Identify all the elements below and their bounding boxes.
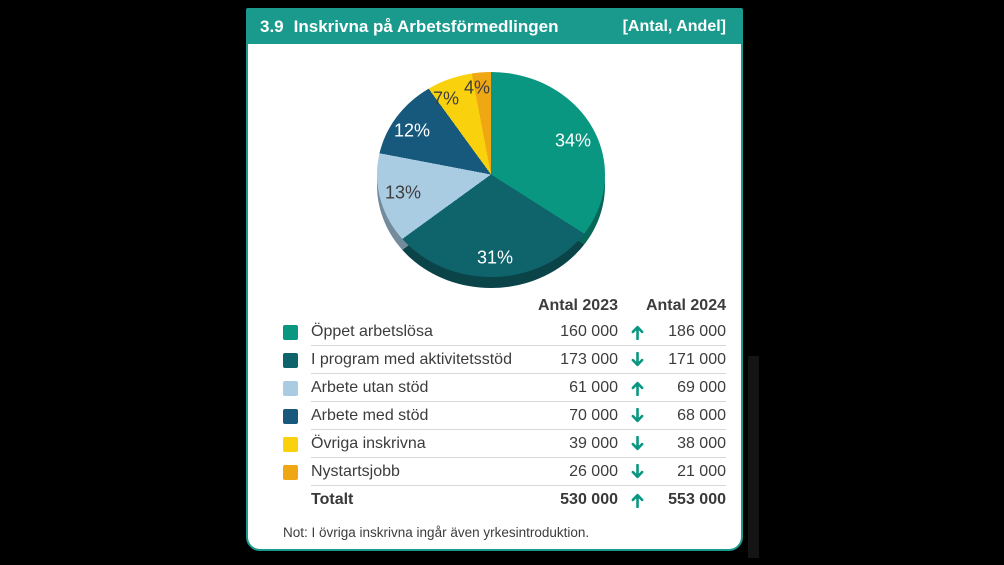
row-label: Nystartsjobb bbox=[311, 463, 400, 480]
pie-percent-label: 13% bbox=[384, 182, 422, 203]
pie-top-surface bbox=[377, 72, 605, 277]
row-label: I program med aktivitetsstöd bbox=[311, 351, 512, 368]
value-2023: 39 000 bbox=[569, 435, 618, 452]
legend-swatch bbox=[283, 464, 298, 480]
pie-percent-label: 12% bbox=[393, 120, 431, 141]
row-label: Öppet arbetslösa bbox=[311, 323, 433, 340]
figure-card-inner: 3.9 Inskrivna på Arbetsförmedlingen [Ant… bbox=[248, 10, 741, 549]
table-header-row: Antal 2023 Antal 2024 bbox=[283, 294, 726, 318]
vertical-side-text bbox=[748, 356, 759, 558]
trend-down-icon bbox=[618, 464, 656, 480]
table-row: I program med aktivitetsstöd 173 000 171 0… bbox=[283, 346, 726, 374]
legend-swatch bbox=[283, 352, 298, 368]
table-row: Öppet arbetslösa 160 000 186 000 bbox=[283, 318, 726, 346]
legend-swatch bbox=[283, 380, 298, 396]
trend-up-icon bbox=[618, 324, 656, 340]
value-2023: 26 000 bbox=[569, 463, 618, 480]
value-2023: 70 000 bbox=[569, 407, 618, 424]
figure-title: Inskrivna på Arbetsförmedlingen bbox=[293, 17, 559, 36]
legend-swatch bbox=[283, 408, 298, 424]
table-total-row: Totalt 530 000 553 000 bbox=[283, 486, 726, 514]
value-2024: 68 000 bbox=[677, 407, 726, 424]
trend-down-icon bbox=[618, 436, 656, 452]
value-2024: 69 000 bbox=[677, 379, 726, 396]
row-label: Övriga inskrivna bbox=[311, 435, 426, 452]
pie-percent-label: 31% bbox=[476, 247, 514, 268]
value-2024: 553 000 bbox=[668, 491, 726, 508]
value-2024: 21 000 bbox=[677, 463, 726, 480]
value-2023: 61 000 bbox=[569, 379, 618, 396]
trend-down-icon bbox=[618, 408, 656, 424]
column-header-2023: Antal 2023 bbox=[537, 297, 618, 314]
legend-swatch bbox=[283, 436, 298, 452]
pie-percent-label: 7% bbox=[432, 88, 460, 109]
row-label: Arbete med stöd bbox=[311, 407, 429, 424]
value-2023: 173 000 bbox=[560, 351, 618, 368]
table-row: Övriga inskrivna 39 000 38 000 bbox=[283, 430, 726, 458]
legend-swatch bbox=[283, 324, 298, 340]
trend-down-icon bbox=[618, 352, 656, 368]
row-label: Totalt bbox=[311, 491, 354, 508]
figure-unit-tag: [Antal, Andel] bbox=[622, 18, 726, 35]
figure-number: 3.9 bbox=[260, 17, 284, 36]
value-2024: 38 000 bbox=[677, 435, 726, 452]
pie-percent-label: 4% bbox=[463, 77, 491, 98]
trend-up-icon bbox=[618, 492, 656, 508]
legend-table: Antal 2023 Antal 2024 Öppet arbetslösa 16… bbox=[283, 294, 726, 514]
column-header-2024: Antal 2024 bbox=[645, 297, 726, 314]
trend-up-icon bbox=[618, 380, 656, 396]
table-row: Arbete med stöd 70 000 68 000 bbox=[283, 402, 726, 430]
pie-percent-label: 34% bbox=[554, 130, 592, 151]
table-row: Nystartsjobb 26 000 21 000 bbox=[283, 458, 726, 486]
footnote: Not: I övriga inskrivna ingår även yrkes… bbox=[283, 525, 590, 540]
table-row: Arbete utan stöd 61 000 69 000 bbox=[283, 374, 726, 402]
value-2023: 160 000 bbox=[560, 323, 618, 340]
pie-chart bbox=[377, 72, 605, 289]
value-2024: 186 000 bbox=[668, 323, 726, 340]
figure-card: 3.9 Inskrivna på Arbetsförmedlingen [Ant… bbox=[246, 8, 743, 551]
value-2023: 530 000 bbox=[560, 491, 618, 508]
row-label: Arbete utan stöd bbox=[311, 379, 429, 396]
value-2024: 171 000 bbox=[668, 351, 726, 368]
figure-header: 3.9 Inskrivna på Arbetsförmedlingen [Ant… bbox=[248, 10, 741, 44]
